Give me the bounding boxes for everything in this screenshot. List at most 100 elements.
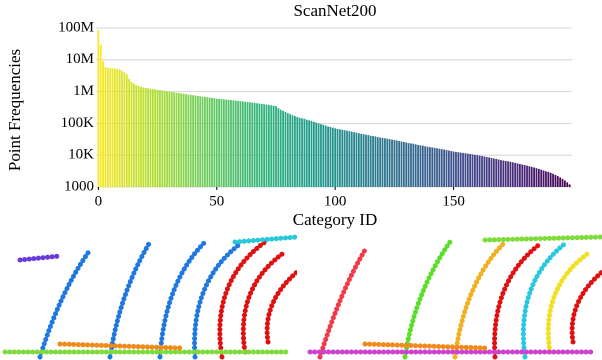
bar	[365, 135, 367, 187]
bar	[498, 160, 500, 187]
x-tick-label: 0	[95, 193, 103, 209]
bar	[346, 131, 348, 187]
bar	[519, 164, 521, 187]
bar	[214, 98, 216, 187]
bar	[311, 121, 313, 187]
bar	[240, 101, 242, 187]
bar	[199, 96, 201, 187]
bar	[528, 166, 530, 187]
x-axis-label: Category ID	[293, 210, 378, 229]
bar	[102, 61, 104, 187]
bar	[176, 93, 178, 187]
bar	[131, 82, 133, 187]
bar	[446, 150, 448, 187]
bar	[372, 136, 374, 187]
y-tick-label: 10M	[66, 51, 94, 67]
bar	[299, 118, 301, 187]
bar	[467, 154, 469, 187]
bar	[221, 99, 223, 187]
bar	[415, 144, 417, 187]
bar	[128, 79, 130, 187]
bar	[495, 159, 497, 187]
bar	[436, 148, 438, 187]
bar	[465, 153, 467, 187]
bar	[412, 144, 414, 187]
bar	[356, 133, 358, 187]
bar	[429, 147, 431, 187]
bar	[140, 87, 142, 187]
bar	[327, 126, 329, 187]
bar	[405, 143, 407, 187]
page: {"chart_data": {"type": "bar", "title": …	[0, 0, 602, 360]
bar	[247, 102, 249, 187]
bar	[379, 138, 381, 187]
x-tick-label: 150	[442, 193, 465, 209]
bar	[273, 106, 275, 187]
bar	[126, 74, 128, 187]
bar	[308, 120, 310, 187]
point-cloud-right	[305, 232, 602, 360]
bar	[448, 151, 450, 187]
bar	[152, 89, 154, 187]
bar	[533, 168, 535, 187]
bar	[263, 104, 265, 187]
bar	[450, 151, 452, 187]
bar	[157, 90, 159, 187]
bar	[427, 147, 429, 187]
bar	[171, 92, 173, 187]
bar	[391, 140, 393, 187]
bar	[514, 163, 516, 187]
bar	[370, 136, 372, 187]
bar	[545, 171, 547, 187]
bar	[507, 161, 509, 187]
bar	[109, 68, 111, 187]
bar	[164, 91, 166, 187]
bar	[384, 138, 386, 187]
bar	[472, 154, 474, 187]
bar	[287, 113, 289, 187]
bar	[341, 130, 343, 187]
bar	[225, 100, 227, 187]
bar	[121, 71, 123, 187]
bar	[242, 101, 244, 187]
bar	[161, 91, 163, 187]
bar	[517, 163, 519, 187]
bar	[185, 94, 187, 187]
bar	[209, 98, 211, 187]
x-tick-label: 50	[209, 193, 224, 209]
bar	[455, 152, 457, 187]
bar	[289, 114, 291, 187]
bar	[320, 124, 322, 187]
bar	[481, 156, 483, 187]
bar	[483, 157, 485, 187]
bar	[337, 129, 339, 187]
bar	[386, 139, 388, 187]
bar	[150, 89, 152, 187]
bar	[228, 100, 230, 187]
bar	[261, 104, 263, 187]
bar	[358, 133, 360, 187]
bar	[550, 173, 552, 187]
bar	[301, 118, 303, 187]
bar	[332, 128, 334, 187]
bar	[417, 145, 419, 187]
bar	[294, 116, 296, 187]
chart: ScanNet200 Category ID Point Frequencies…	[0, 0, 602, 230]
bar	[325, 126, 327, 187]
bar	[292, 115, 294, 187]
bar	[493, 158, 495, 187]
bar	[564, 181, 566, 187]
bar	[100, 45, 102, 187]
bar	[138, 86, 140, 187]
bar	[187, 95, 189, 187]
bar	[462, 153, 464, 187]
bar	[116, 69, 118, 187]
bar	[360, 134, 362, 187]
bar	[296, 117, 298, 187]
bar	[318, 123, 320, 187]
bar	[192, 95, 194, 187]
bar	[559, 177, 561, 187]
bar	[398, 141, 400, 187]
bar	[223, 99, 225, 187]
bar	[460, 153, 462, 187]
